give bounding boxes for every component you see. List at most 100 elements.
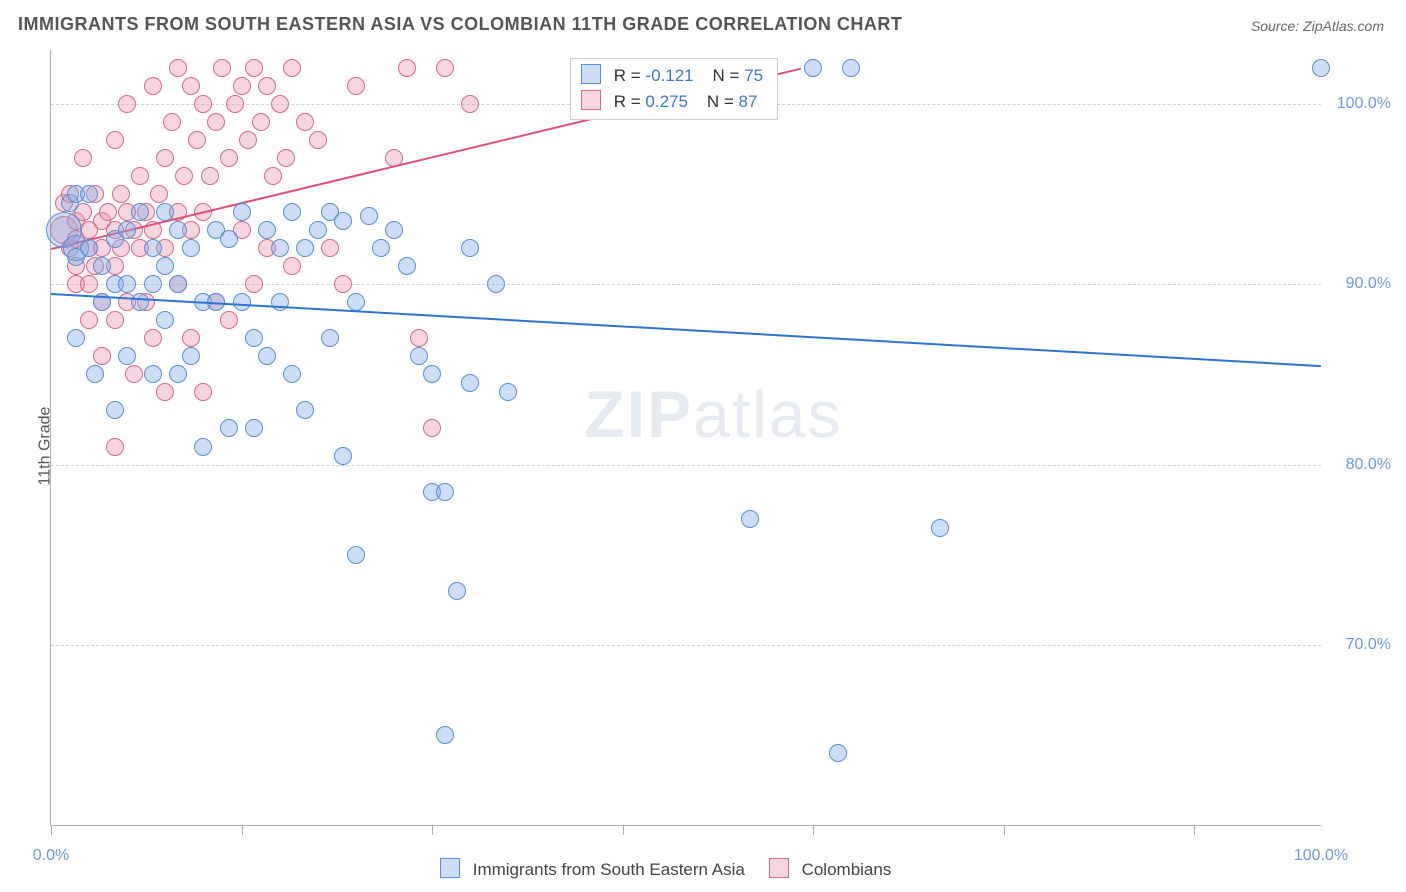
r-label: R = [614,92,641,111]
legend-swatch-pink [769,858,789,878]
gridline [51,645,1321,646]
data-point-pink [277,149,295,167]
x-tick [1004,825,1005,835]
data-point-blue [233,293,251,311]
data-point-blue [80,239,98,257]
data-point-blue [499,383,517,401]
data-point-pink [461,95,479,113]
n-label: N = [707,92,734,111]
data-point-pink [283,257,301,275]
x-tick [432,825,433,835]
data-point-pink [144,329,162,347]
data-point-blue [156,311,174,329]
data-point-pink [175,167,193,185]
data-point-blue [220,230,238,248]
y-tick-label: 80.0% [1331,456,1391,474]
x-tick-label: 0.0% [33,847,69,865]
data-point-pink [169,59,187,77]
legend-label-blue: Immigrants from South Eastern Asia [473,860,745,879]
data-point-blue [118,347,136,365]
data-point-blue [931,519,949,537]
y-tick-label: 100.0% [1331,95,1391,113]
data-point-blue [334,447,352,465]
data-point-blue [1312,59,1330,77]
data-point-blue [156,203,174,221]
x-tick [623,825,624,835]
x-tick [813,825,814,835]
gridline [51,284,1321,285]
data-point-blue [258,347,276,365]
plot-area: ZIPatlas 70.0%80.0%90.0%100.0%0.0%100.0% [50,50,1321,826]
data-point-blue [360,207,378,225]
data-point-blue [156,257,174,275]
data-point-blue [842,59,860,77]
data-point-pink [220,149,238,167]
data-point-blue [423,365,441,383]
data-point-blue [283,365,301,383]
data-point-pink [296,113,314,131]
data-point-pink [245,275,263,293]
data-point-pink [436,59,454,77]
data-point-blue [220,419,238,437]
data-point-pink [309,131,327,149]
x-tick [51,825,52,835]
data-point-blue [169,275,187,293]
data-point-pink [347,77,365,95]
data-point-blue [804,59,822,77]
data-point-blue [80,185,98,203]
data-point-pink [245,59,263,77]
data-point-pink [213,59,231,77]
y-tick-label: 70.0% [1331,636,1391,654]
data-point-pink [410,329,428,347]
data-point-blue [448,582,466,600]
data-point-pink [194,95,212,113]
data-point-pink [239,131,257,149]
data-point-blue [385,221,403,239]
data-point-blue [296,239,314,257]
r-value-blue: -0.121 [645,66,693,85]
watermark-bold: ZIP [584,377,693,451]
n-value-pink: 87 [739,92,758,111]
data-point-pink [118,95,136,113]
data-point-blue [67,329,85,347]
watermark-rest: atlas [693,377,842,451]
source-label: Source: ZipAtlas.com [1251,18,1384,34]
data-point-blue [258,221,276,239]
data-point-blue [741,510,759,528]
data-point-blue [144,275,162,293]
data-point-pink [150,185,168,203]
data-point-blue [398,257,416,275]
data-point-pink [398,59,416,77]
bottom-legend: Immigrants from South Eastern Asia Colom… [440,858,891,880]
n-value-blue: 75 [744,66,763,85]
gridline [51,465,1321,466]
data-point-pink [271,95,289,113]
data-point-blue [233,203,251,221]
data-point-pink [144,77,162,95]
data-point-pink [423,419,441,437]
legend-swatch-blue [440,858,460,878]
data-point-blue [169,221,187,239]
data-point-pink [106,438,124,456]
x-tick [242,825,243,835]
data-point-blue [461,239,479,257]
x-tick [1194,825,1195,835]
data-point-blue [144,239,162,257]
chart-container: IMMIGRANTS FROM SOUTH EASTERN ASIA VS CO… [0,0,1406,892]
stats-row-blue: R = -0.121 N = 75 [581,63,763,89]
data-point-pink [233,77,251,95]
data-point-blue [461,374,479,392]
data-point-pink [264,167,282,185]
data-point-blue [182,239,200,257]
data-point-blue [245,329,263,347]
data-point-pink [80,275,98,293]
data-point-pink [188,131,206,149]
data-point-pink [226,95,244,113]
data-point-blue [131,203,149,221]
chart-title: IMMIGRANTS FROM SOUTH EASTERN ASIA VS CO… [18,14,902,35]
data-point-blue [309,221,327,239]
data-point-blue [118,275,136,293]
watermark: ZIPatlas [584,376,842,452]
data-point-blue [131,293,149,311]
data-point-pink [258,77,276,95]
